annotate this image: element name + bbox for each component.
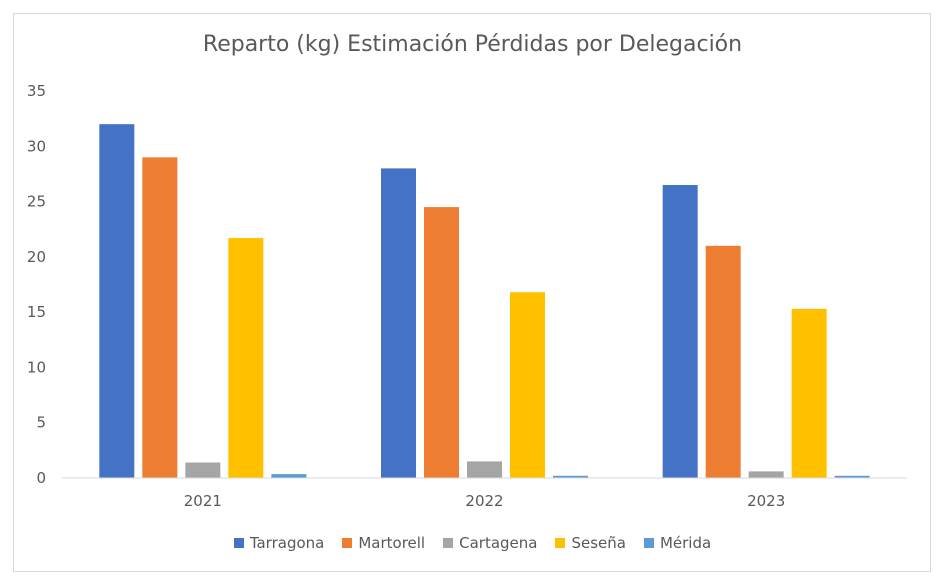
bar-martorell-2023	[705, 245, 741, 478]
legend-swatch	[443, 538, 454, 548]
legend-swatch	[233, 538, 244, 548]
y-tick-label: 0	[36, 469, 46, 487]
bar-cartagena-2021	[185, 462, 221, 478]
x-tick-label: 2021	[184, 492, 222, 510]
legend-label: Mérida	[659, 534, 712, 552]
y-tick-label: 15	[27, 303, 46, 321]
legend-label: Seseña	[571, 534, 626, 552]
x-tick-label: 2023	[747, 492, 785, 510]
legend-item: Tarragona	[233, 534, 325, 552]
bar-seseña-2022	[510, 292, 545, 478]
bar-martorell-2021	[142, 157, 178, 479]
y-tick-label: 25	[27, 193, 46, 211]
legend-item: Martorell	[342, 534, 425, 552]
y-tick-label: 35	[27, 82, 46, 100]
bar-mérida-2023	[834, 475, 870, 478]
legend-label: Cartagena	[459, 534, 538, 552]
legend-label: Martorell	[358, 534, 426, 552]
legend: Tarragona Martorell Cartagena Seseña Mérida	[0, 534, 945, 552]
x-tick-label: 2022	[465, 492, 503, 510]
y-tick-label: 10	[27, 358, 46, 376]
bar-mérida-2021	[271, 474, 307, 478]
y-axis-ticks: 0 5 10 15 20 25 30 35	[27, 82, 46, 487]
bars	[99, 124, 870, 479]
bar-tarragona-2023	[662, 184, 698, 478]
bar-martorell-2022	[424, 207, 459, 478]
legend-label: Tarragona	[249, 534, 325, 552]
x-axis-ticks: 2021 2022 2023	[184, 492, 786, 510]
bar-seseña-2021	[228, 238, 264, 478]
y-tick-label: 5	[36, 414, 46, 432]
legend-item: Mérida	[643, 534, 712, 552]
bar-cartagena-2023	[748, 471, 784, 478]
chart-title: Reparto (kg) Estimación Pérdidas por Del…	[202, 32, 743, 57]
bar-mérida-2022	[553, 475, 588, 478]
legend-item: Seseña	[555, 534, 626, 552]
legend-swatch	[342, 538, 353, 548]
bar-cartagena-2022	[467, 461, 502, 478]
legend-swatch	[643, 538, 654, 548]
bar-seseña-2023	[791, 308, 827, 478]
legend-item: Cartagena	[443, 534, 537, 552]
y-tick-label: 30	[27, 137, 46, 155]
bar-tarragona-2022	[381, 168, 416, 478]
bar-tarragona-2021	[99, 124, 135, 479]
y-tick-label: 20	[27, 248, 46, 266]
legend-swatch	[555, 538, 566, 548]
